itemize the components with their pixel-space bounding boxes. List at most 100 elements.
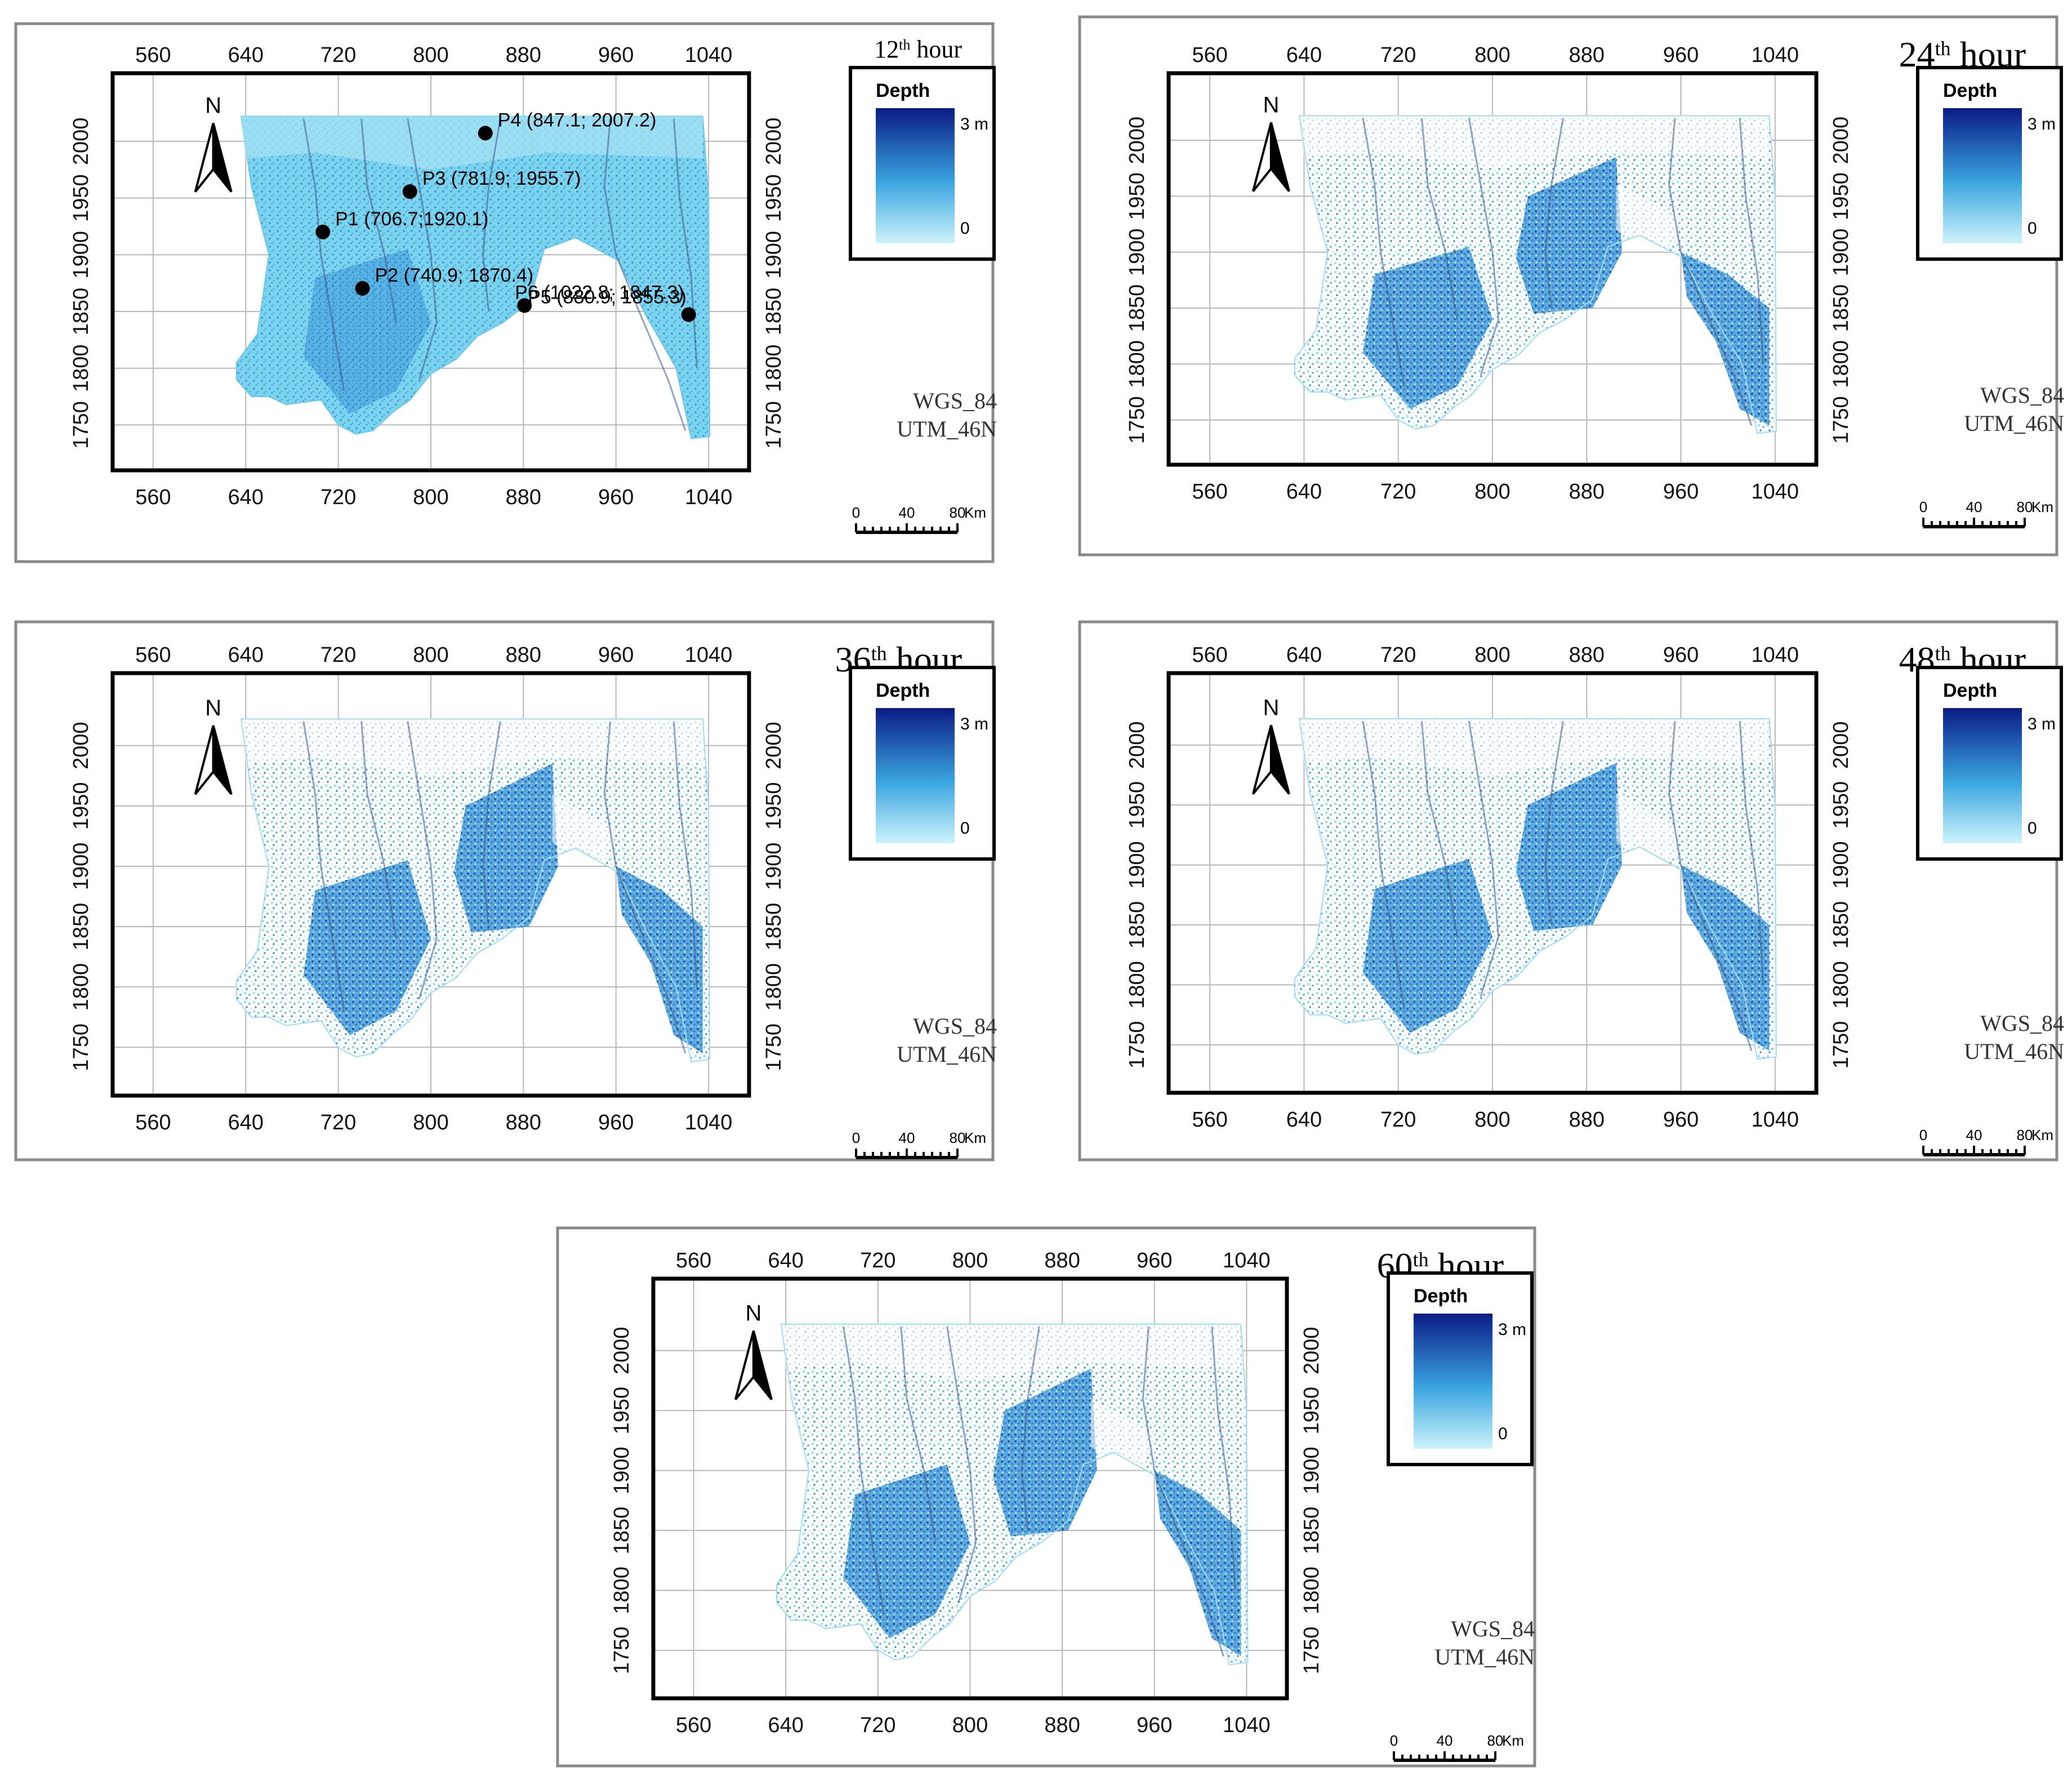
y-tick-label-left: 2000 (1125, 117, 1149, 164)
y-tick-label-right: 1950 (762, 174, 786, 222)
deep-area (843, 1464, 970, 1639)
river-line (673, 118, 698, 368)
scale-bar-label: 40 (1966, 499, 1982, 515)
projection-line-2: UTM_46N (1434, 1644, 1535, 1670)
river-line (1739, 720, 1764, 985)
y-tick-label-left: 2000 (69, 722, 93, 769)
map-frame (110, 71, 751, 473)
y-tick-label-right: 1800 (762, 344, 786, 392)
river-line (407, 118, 438, 380)
x-tick-label-bottom: 1040 (1223, 1714, 1271, 1737)
y-tick-label-right: 2000 (1829, 721, 1853, 769)
sample-point-marker (315, 224, 331, 239)
river-line (673, 721, 698, 987)
projection-label: WGS_84 UTM_46N (1964, 382, 2064, 436)
y-tick-label-right: 2000 (762, 722, 786, 769)
x-tick-label-top: 960 (1663, 643, 1699, 667)
river-line (1544, 720, 1564, 925)
y-tick-label-left: 1800 (1125, 961, 1149, 1009)
river-line (360, 118, 397, 323)
y-tick-label-right: 1950 (762, 782, 786, 830)
projection-line-1: WGS_84 (1980, 382, 2064, 408)
y-tick-label-right: 1850 (762, 288, 786, 336)
river-line (946, 1326, 977, 1603)
axis-labels: 560 560 640 640 720 720 800 800 880 880 960 960 1040… (610, 1249, 1324, 1737)
y-tick-label-right: 1800 (1300, 1567, 1324, 1614)
scale-bar-label: 80 (1487, 1732, 1504, 1749)
north-arrow-icon: N (734, 1301, 773, 1400)
x-tick-label-top: 1040 (1223, 1249, 1271, 1272)
x-tick-label-top: 560 (1192, 43, 1227, 67)
scale-bar-unit: Km (2031, 499, 2053, 515)
legend-title: Depth (1414, 1285, 1468, 1307)
x-tick-label-top: 640 (768, 1249, 804, 1272)
map-panel-h12: 5605606406407207208008008808809609601040… (14, 22, 997, 563)
river-line (900, 1326, 937, 1543)
y-tick-label-left: 1800 (69, 963, 93, 1011)
y-tick-label-right: 1750 (762, 401, 786, 449)
y-tick-label-left: 1950 (69, 782, 93, 830)
legend-title: Depth (876, 680, 930, 701)
legend-min-label: 0 (960, 219, 970, 238)
y-tick-label-right: 1900 (1829, 841, 1853, 889)
y-tick-label-left: 1850 (69, 288, 93, 336)
flood-extent (1294, 115, 1777, 434)
y-tick-label-left: 1800 (610, 1567, 634, 1614)
y-tick-label-right: 2000 (762, 118, 786, 166)
legend-title: Depth (1943, 680, 1997, 701)
x-tick-label-bottom: 960 (1663, 1108, 1699, 1132)
legend-min-label: 0 (960, 819, 970, 838)
scale-bar-label: 0 (852, 1129, 860, 1146)
projection-line-1: WGS_84 (1451, 1616, 1535, 1641)
y-tick-label-left: 1850 (610, 1507, 634, 1555)
dry-area (1091, 1398, 1155, 1471)
sample-point-label: P3 (781.9; 1955.7) (422, 168, 581, 189)
river-line (603, 721, 687, 1054)
y-tick-label-left: 2000 (69, 118, 93, 166)
x-tick-label-top: 560 (1192, 643, 1227, 667)
map-panel-h60: 5605606406407207208008008808809609601040… (556, 1226, 1536, 1768)
x-tick-label-top: 960 (598, 43, 634, 67)
scale-bar-label: 40 (899, 1129, 915, 1146)
map-frame (110, 671, 751, 1098)
x-tick-label-bottom: 640 (228, 1111, 264, 1134)
y-tick-label-right: 1900 (1300, 1447, 1324, 1494)
scale-bar-label: 40 (899, 504, 915, 521)
axis-labels: 560 560 640 640 720 720 800 800 880 880 960 960 1040… (69, 43, 786, 509)
y-tick-label-left: 1950 (69, 174, 93, 222)
legend-min-label: 0 (2028, 219, 2037, 238)
x-tick-label-bottom: 1040 (685, 1111, 733, 1134)
north-arrow-icon: N (1251, 93, 1290, 192)
y-tick-label-right: 1900 (1829, 228, 1853, 276)
y-tick-label-left: 1950 (610, 1387, 634, 1435)
x-tick-label-bottom: 800 (413, 1111, 448, 1134)
hour-title: 12th hour (874, 35, 962, 63)
y-tick-label-left: 1950 (1125, 781, 1149, 829)
y-tick-label-right: 1950 (1829, 172, 1853, 220)
x-tick-label-top: 880 (1569, 43, 1605, 67)
legend-title: Depth (1943, 80, 1997, 101)
y-tick-label-left: 1900 (69, 231, 93, 279)
y-tick-label-left: 1750 (610, 1627, 634, 1675)
deep-area (304, 860, 431, 1035)
y-tick-label-left: 1750 (69, 401, 93, 449)
y-tick-label-left: 1950 (1125, 172, 1149, 220)
y-tick-label-left: 1750 (69, 1023, 93, 1071)
projection-label: WGS_84 UTM_46N (1964, 1011, 2064, 1064)
x-tick-label-top: 640 (1286, 643, 1322, 667)
x-tick-label-top: 560 (135, 43, 171, 67)
river-line (1668, 720, 1753, 1051)
x-tick-label-bottom: 560 (135, 486, 171, 509)
river-line (1468, 118, 1500, 376)
scale-bar-label: 40 (1966, 1127, 1982, 1143)
x-tick-label-bottom: 720 (320, 486, 356, 509)
sample-point-marker (355, 281, 370, 296)
map-frame (1166, 671, 1819, 1095)
deep-area (1516, 763, 1622, 931)
legend-max-label: 3 m (2028, 715, 2056, 733)
map-frame (1166, 71, 1819, 467)
x-tick-label-top: 960 (598, 643, 634, 667)
north-arrow-icon: N (194, 696, 233, 795)
river-line (1544, 118, 1564, 309)
map-frame (651, 1276, 1289, 1701)
